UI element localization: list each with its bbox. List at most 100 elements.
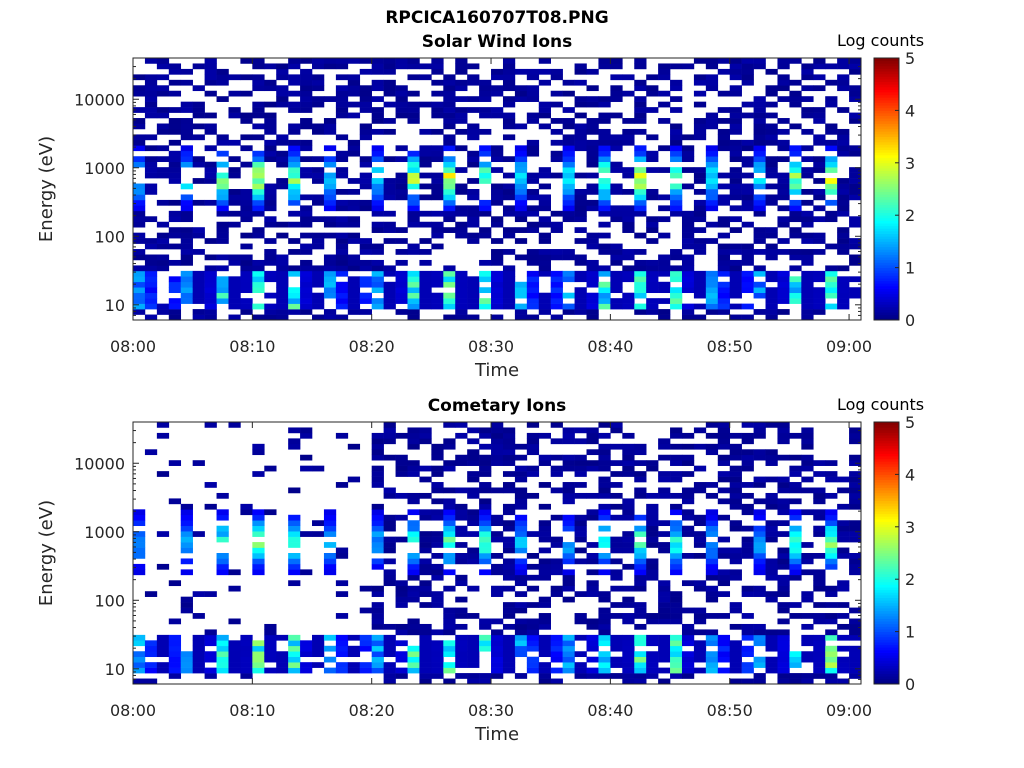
heatmap-cell bbox=[670, 460, 683, 466]
heatmap-cell bbox=[646, 298, 659, 304]
heatmap-cell bbox=[312, 167, 325, 173]
heatmap-cell bbox=[323, 58, 337, 64]
heatmap-cell bbox=[514, 96, 528, 102]
heatmap-cell bbox=[753, 265, 766, 272]
heatmap-cell bbox=[753, 427, 766, 434]
heatmap-cell bbox=[729, 259, 742, 266]
heatmap-cell bbox=[705, 591, 719, 597]
heatmap-cell bbox=[586, 85, 599, 92]
heatmap-cell bbox=[837, 656, 850, 663]
heatmap-cell bbox=[479, 569, 492, 576]
heatmap-cell bbox=[133, 563, 146, 570]
heatmap-cell bbox=[670, 432, 683, 439]
heatmap-cell bbox=[180, 651, 193, 658]
heatmap-cell bbox=[693, 238, 707, 244]
heatmap-cell bbox=[407, 525, 420, 532]
heatmap-cell bbox=[813, 85, 826, 92]
heatmap-cell bbox=[467, 449, 480, 456]
colorbar-segment bbox=[874, 168, 899, 172]
heatmap-cell bbox=[312, 128, 325, 135]
heatmap-cell bbox=[443, 303, 456, 310]
heatmap-cell bbox=[335, 107, 349, 113]
heatmap-cell bbox=[598, 167, 611, 173]
heatmap-cell bbox=[443, 629, 456, 636]
heatmap-cell bbox=[514, 531, 528, 537]
heatmap-cell bbox=[443, 227, 456, 233]
heatmap-cell bbox=[562, 651, 575, 658]
heatmap-cell bbox=[431, 471, 444, 477]
heatmap-cell bbox=[610, 634, 623, 641]
heatmap-cell bbox=[550, 276, 563, 283]
heatmap-cell bbox=[658, 580, 671, 587]
heatmap-cell bbox=[610, 96, 623, 102]
heatmap-cell bbox=[204, 303, 217, 310]
heatmap-cell bbox=[693, 314, 707, 321]
heatmap-cell bbox=[443, 178, 456, 184]
heatmap-cell bbox=[574, 254, 587, 261]
heatmap-cell bbox=[586, 68, 599, 75]
heatmap-cell bbox=[383, 221, 396, 228]
heatmap-cell bbox=[729, 150, 742, 157]
heatmap-cell bbox=[550, 150, 563, 157]
heatmap-cell bbox=[574, 471, 587, 477]
heatmap-cell bbox=[455, 292, 468, 299]
heatmap-cell bbox=[670, 613, 683, 619]
heatmap-cell bbox=[431, 667, 444, 674]
heatmap-cell bbox=[228, 422, 241, 428]
heatmap-cell bbox=[598, 145, 611, 152]
heatmap-cell bbox=[610, 287, 623, 294]
heatmap-cell bbox=[502, 482, 516, 488]
heatmap-cell bbox=[455, 634, 468, 641]
heatmap-cell bbox=[335, 205, 349, 212]
heatmap-cell bbox=[753, 287, 766, 294]
heatmap-cell bbox=[419, 673, 432, 679]
heatmap-cell bbox=[204, 128, 217, 135]
heatmap-cell bbox=[359, 634, 372, 641]
heatmap-cell bbox=[729, 525, 742, 532]
heatmap-cell bbox=[681, 460, 695, 466]
heatmap-cell bbox=[431, 270, 444, 277]
heatmap-cell bbox=[717, 303, 731, 310]
heatmap-cell bbox=[335, 640, 349, 647]
heatmap-cell bbox=[813, 232, 826, 239]
heatmap-cell bbox=[586, 309, 599, 315]
heatmap-cell bbox=[622, 167, 635, 173]
heatmap-cell bbox=[789, 673, 802, 679]
colorbar-segment bbox=[874, 602, 899, 606]
heatmap-cell bbox=[479, 520, 492, 527]
heatmap-cell bbox=[646, 673, 659, 679]
heatmap-cell bbox=[813, 107, 826, 113]
heatmap-cell bbox=[753, 292, 766, 299]
heatmap-cell bbox=[419, 640, 432, 647]
heatmap-cell bbox=[717, 243, 731, 250]
heatmap-cell bbox=[252, 205, 265, 212]
heatmap-cell bbox=[216, 525, 229, 532]
heatmap-cell bbox=[133, 270, 146, 277]
colorbar-segment bbox=[874, 615, 899, 619]
heatmap-cell bbox=[825, 183, 838, 190]
heatmap-cell bbox=[562, 432, 575, 439]
heatmap-cell bbox=[502, 574, 516, 581]
heatmap-cell bbox=[228, 139, 241, 146]
heatmap-cell bbox=[276, 221, 289, 228]
heatmap-cell bbox=[849, 629, 862, 636]
heatmap-cell bbox=[383, 547, 396, 554]
heatmap-cell bbox=[407, 205, 420, 212]
heatmap-cell bbox=[180, 542, 193, 548]
heatmap-cell bbox=[335, 591, 349, 597]
heatmap-cell bbox=[502, 525, 516, 532]
heatmap-cell bbox=[693, 74, 707, 81]
heatmap-cell bbox=[550, 634, 563, 641]
heatmap-cell bbox=[586, 259, 599, 266]
heatmap-cell bbox=[658, 118, 671, 124]
heatmap-cell bbox=[538, 167, 551, 173]
heatmap-cell bbox=[455, 432, 468, 439]
heatmap-cell bbox=[192, 645, 205, 652]
heatmap-cell bbox=[658, 476, 671, 483]
heatmap-cell bbox=[777, 58, 790, 64]
heatmap-cell bbox=[407, 287, 420, 294]
heatmap-cell bbox=[538, 536, 551, 543]
heatmap-cell bbox=[717, 569, 731, 576]
heatmap-cell bbox=[825, 161, 838, 168]
heatmap-cell bbox=[228, 90, 241, 97]
